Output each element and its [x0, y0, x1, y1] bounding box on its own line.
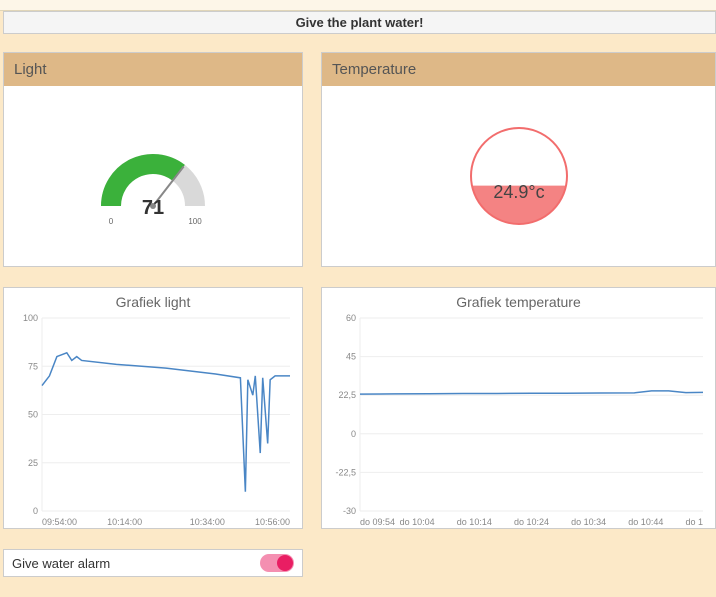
temperature-orb-area: 24.9°c — [322, 86, 715, 266]
top-bar — [0, 0, 716, 11]
svg-text:0: 0 — [351, 429, 356, 439]
water-alarm-toggle[interactable] — [260, 554, 294, 572]
alert-banner: Give the plant water! — [3, 11, 716, 34]
svg-text:do 10:14: do 10:14 — [457, 517, 492, 526]
light-gauge-area: 71 0 100 — [4, 86, 302, 266]
temperature-orb: 24.9°c — [419, 106, 619, 246]
svg-text:10:56:00: 10:56:00 — [255, 517, 290, 526]
light-chart-title: Grafiek light — [116, 294, 191, 310]
temperature-chart: 60 45 22,5 0 -22,5 -30 do 09:54 do 10:04 do 10:1… — [328, 314, 709, 526]
left-column: Light 71 0 100 Grafiek light 100 75 50 25 0 09:… — [3, 52, 303, 577]
svg-text:do 10:44: do 10:44 — [628, 517, 663, 526]
light-panel-header: Light — [4, 53, 302, 86]
light-chart-panel: Grafiek light 100 75 50 25 0 09:54:00 10:14:00… — [3, 287, 303, 529]
svg-text:60: 60 — [346, 314, 356, 323]
temperature-chart-title: Grafiek temperature — [456, 294, 581, 310]
svg-text:-30: -30 — [343, 506, 356, 516]
svg-text:45: 45 — [346, 352, 356, 362]
right-column: Temperature 24.9°c Grafiek temperature 6… — [321, 52, 716, 577]
svg-text:22,5: 22,5 — [338, 390, 356, 400]
svg-text:50: 50 — [28, 410, 38, 420]
svg-text:24.9°c: 24.9°c — [493, 182, 544, 202]
water-alarm-label: Give water alarm — [12, 556, 110, 571]
svg-text:do 1: do 1 — [685, 517, 703, 526]
toggle-knob — [277, 555, 293, 571]
svg-text:10:14:00: 10:14:00 — [107, 517, 142, 526]
svg-text:-22,5: -22,5 — [335, 467, 356, 477]
light-gauge: 71 0 100 — [53, 116, 253, 236]
svg-text:71: 71 — [142, 197, 164, 219]
svg-text:do 10:04: do 10:04 — [400, 517, 435, 526]
temperature-chart-panel: Grafiek temperature 60 45 22,5 0 -22,5 -30 do … — [321, 287, 716, 529]
svg-text:09:54:00: 09:54:00 — [42, 517, 77, 526]
svg-text:do 10:34: do 10:34 — [571, 517, 606, 526]
light-panel: Light 71 0 100 — [3, 52, 303, 267]
svg-text:100: 100 — [188, 217, 202, 226]
temperature-chart-area: Grafiek temperature 60 45 22,5 0 -22,5 -30 do … — [322, 288, 715, 528]
temperature-panel: Temperature 24.9°c — [321, 52, 716, 267]
svg-text:0: 0 — [33, 506, 38, 516]
svg-text:25: 25 — [28, 458, 38, 468]
light-chart: 100 75 50 25 0 09:54:00 10:14:00 10:34:00 10:56:… — [10, 314, 296, 526]
svg-text:10:34:00: 10:34:00 — [190, 517, 225, 526]
temperature-panel-header: Temperature — [322, 53, 715, 86]
svg-text:0: 0 — [109, 217, 114, 226]
water-alarm-row: Give water alarm — [3, 549, 303, 577]
svg-text:do 09:54: do 09:54 — [360, 517, 395, 526]
svg-text:75: 75 — [28, 361, 38, 371]
svg-text:100: 100 — [23, 314, 38, 323]
panel-container: Light 71 0 100 Grafiek light 100 75 50 25 0 09:… — [0, 34, 716, 577]
light-chart-area: Grafiek light 100 75 50 25 0 09:54:00 10:14:00… — [4, 288, 302, 528]
svg-text:do 10:24: do 10:24 — [514, 517, 549, 526]
